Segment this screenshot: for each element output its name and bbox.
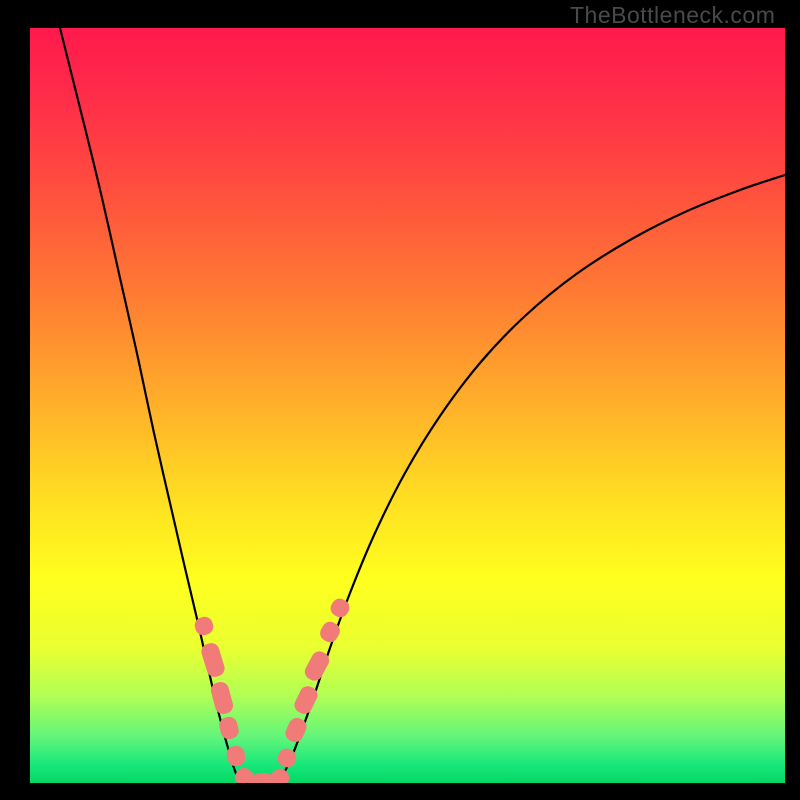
gradient-background xyxy=(30,28,785,783)
watermark-label: TheBottleneck.com xyxy=(570,2,775,29)
chart-root: TheBottleneck.com xyxy=(0,0,800,800)
bead-marker xyxy=(252,773,274,791)
chart-svg xyxy=(0,0,800,800)
